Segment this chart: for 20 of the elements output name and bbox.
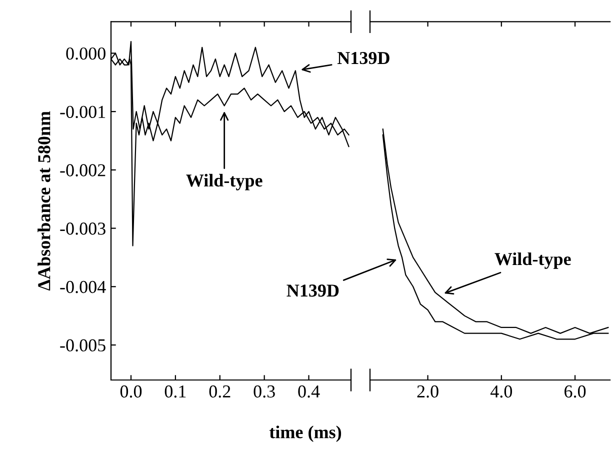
y-tick-label: 0.000 xyxy=(66,47,106,60)
annotation: Wild-type xyxy=(186,174,262,190)
x-tick-label: 0.1 xyxy=(164,385,186,398)
y-tick-label: -0.005 xyxy=(60,339,106,352)
y-tick-label: -0.002 xyxy=(60,164,106,176)
annotation: N139D xyxy=(337,52,390,64)
y-tick-label: -0.003 xyxy=(60,222,106,235)
x-tick-label: 2.0 xyxy=(417,385,438,398)
y-tick-label: -0.001 xyxy=(60,106,106,118)
annotation: N139D xyxy=(286,284,339,297)
x-tick-label: 0.2 xyxy=(209,385,230,398)
y-tick-label: -0.004 xyxy=(60,280,106,294)
x-tick-label: 4.0 xyxy=(490,385,512,398)
x-tick-label: 0.3 xyxy=(254,385,275,398)
x-tick-label: 0.4 xyxy=(298,385,320,398)
x-axis-title: time (ms) xyxy=(269,426,342,442)
annotation: Wild-type xyxy=(494,252,571,269)
x-tick-label: 0.0 xyxy=(120,385,142,398)
y-axis-title: ΔAbsorbance at 580nm xyxy=(38,111,50,291)
x-tick-label: 6.0 xyxy=(564,385,586,398)
